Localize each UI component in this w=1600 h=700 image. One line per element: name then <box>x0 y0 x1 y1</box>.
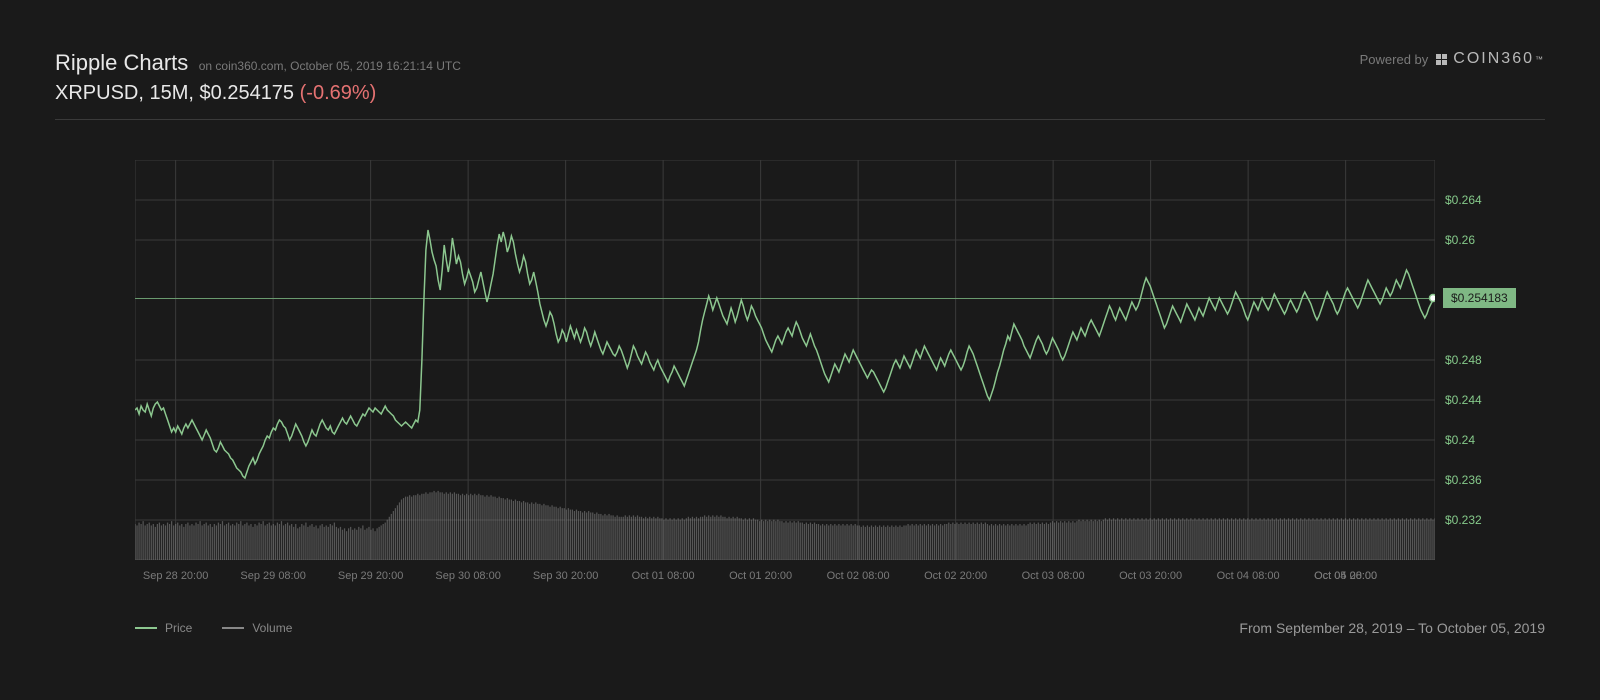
x-tick-label: Oct 05 08:00 <box>1314 570 1377 582</box>
pair-line: XRPUSD, 15M, $0.254175 (-0.69%) <box>55 82 461 105</box>
chart-area[interactable]: $0.232 $0.236 $0.24 $0.244 $0.248 $0.26 $0.264… <box>55 160 1545 560</box>
logo-squares-icon <box>1436 54 1447 65</box>
y-tick-label: $0.244 <box>1445 393 1505 407</box>
x-tick-label: Sep 29 20:00 <box>338 570 403 582</box>
powered-by: Powered by COIN360™ <box>1360 50 1545 68</box>
x-tick-label: Sep 28 20:00 <box>143 570 208 582</box>
powered-by-label: Powered by <box>1360 52 1429 67</box>
legend-volume: Volume <box>222 621 292 635</box>
y-tick-label: $0.26 <box>1445 233 1505 247</box>
legend-price: Price <box>135 621 192 635</box>
legend-volume-swatch <box>222 627 244 629</box>
current-price: $0.254175 <box>200 82 295 104</box>
brand-tm: ™ <box>1535 55 1545 64</box>
x-tick-label: Oct 03 08:00 <box>1022 570 1085 582</box>
x-tick-label: Oct 02 20:00 <box>924 570 987 582</box>
y-tick-label: $0.232 <box>1445 513 1505 527</box>
header: Ripple Charts on coin360.com, October 05… <box>55 50 1545 105</box>
x-tick-label: Sep 29 08:00 <box>240 570 305 582</box>
x-tick-label: Sep 30 08:00 <box>435 570 500 582</box>
chart-title: Ripple Charts <box>55 50 188 75</box>
header-divider <box>55 119 1545 120</box>
x-tick-label: Oct 01 20:00 <box>729 570 792 582</box>
y-tick-label: $0.248 <box>1445 353 1505 367</box>
pct-change: (-0.69%) <box>300 82 377 104</box>
x-tick-label: Oct 02 08:00 <box>827 570 890 582</box>
title-block: Ripple Charts on coin360.com, October 05… <box>55 50 461 105</box>
legend-volume-label: Volume <box>252 621 292 635</box>
x-tick-label: Oct 03 20:00 <box>1119 570 1182 582</box>
y-tick-label: $0.264 <box>1445 193 1505 207</box>
legend-price-swatch <box>135 627 157 629</box>
x-tick-label: Sep 30 20:00 <box>533 570 598 582</box>
chart-plot[interactable]: $0.232$0.236$0.24$0.244$0.248$0.26$0.264… <box>135 160 1435 560</box>
legend-price-label: Price <box>165 621 192 635</box>
interval: 15M <box>149 82 188 104</box>
footer: Price Volume From September 28, 2019 – T… <box>55 620 1545 636</box>
brand-name: COIN360 <box>1453 50 1534 68</box>
x-tick-label: Oct 01 08:00 <box>632 570 695 582</box>
legend: Price Volume <box>135 621 292 635</box>
chart-subtitle: on coin360.com, October 05, 2019 16:21:1… <box>199 59 461 73</box>
pair-symbol: XRPUSD <box>55 82 138 104</box>
date-range: From September 28, 2019 – To October 05,… <box>1239 620 1545 636</box>
y-tick-label: $0.236 <box>1445 473 1505 487</box>
y-tick-label: $0.24 <box>1445 433 1505 447</box>
brand-logo: COIN360™ <box>1436 50 1545 68</box>
x-tick-label: Oct 04 08:00 <box>1217 570 1280 582</box>
current-price-badge: $0.254183 <box>1443 288 1516 308</box>
